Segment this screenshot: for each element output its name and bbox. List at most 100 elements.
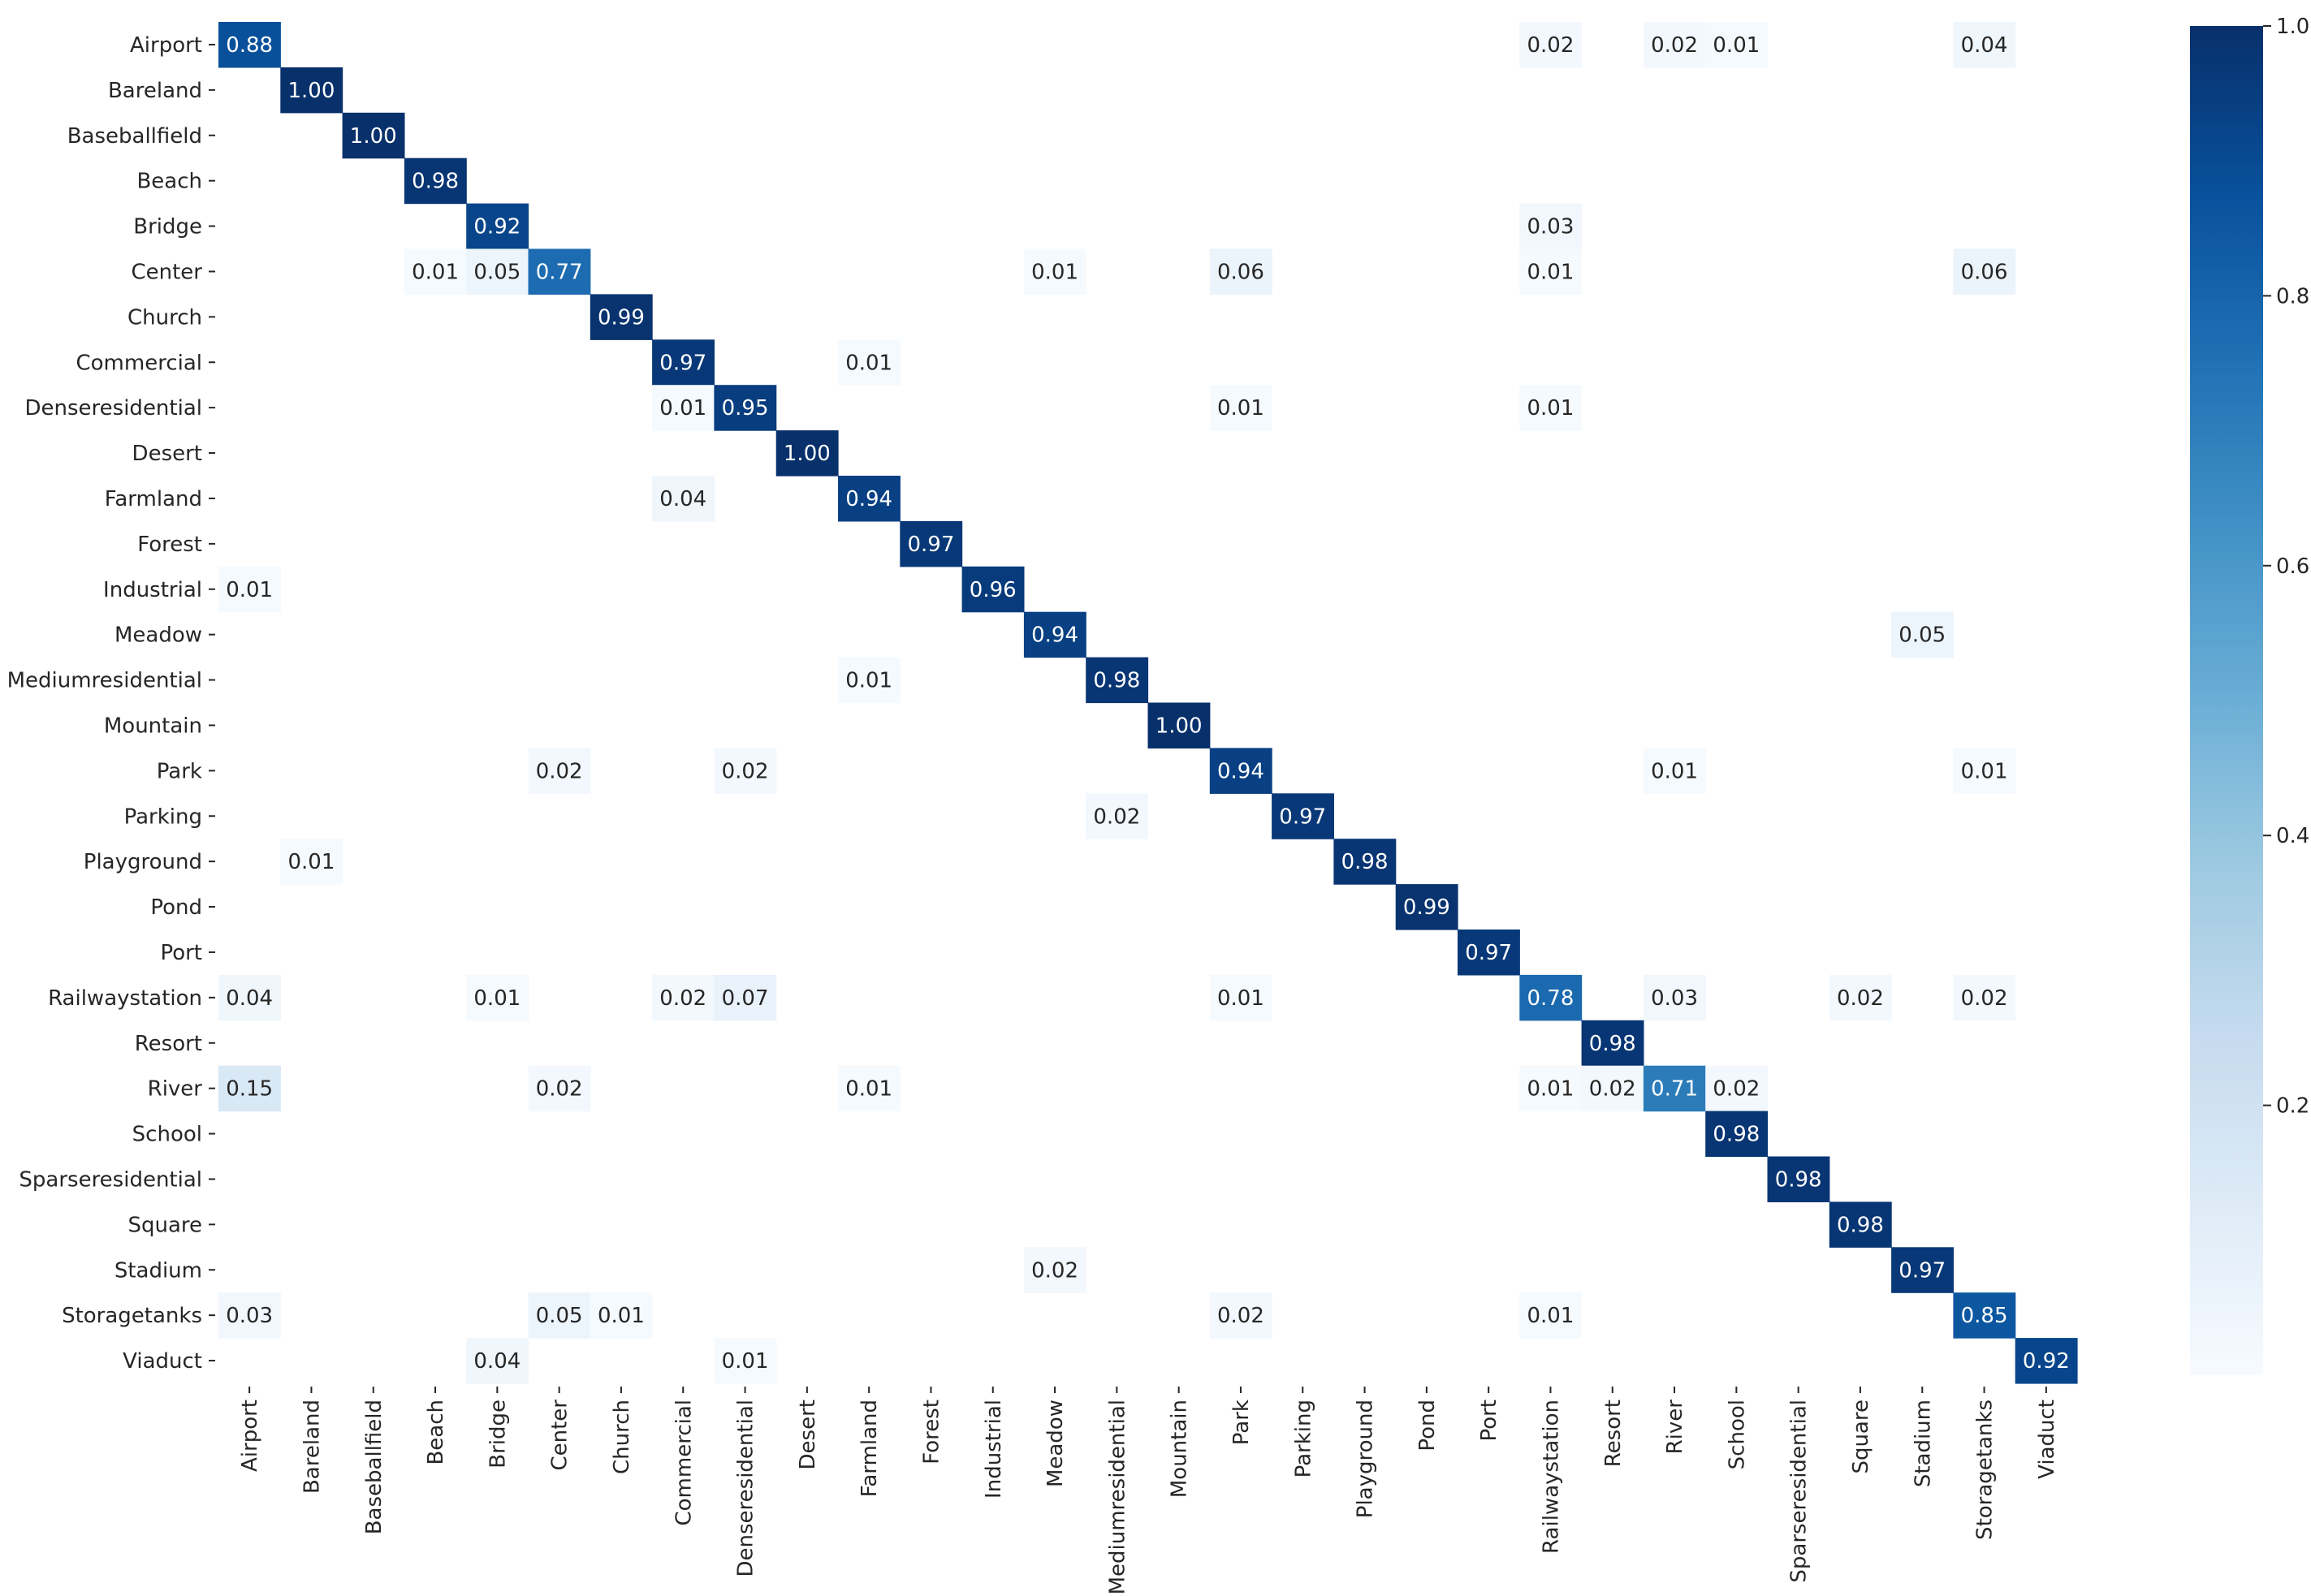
cell-value-label: 0.98: [1589, 1032, 1636, 1056]
cell-value-label: 0.04: [226, 986, 273, 1011]
cell-value-label: 0.02: [1527, 33, 1575, 58]
heatmap-cell: [838, 657, 901, 704]
cell-value-label: 0.99: [1403, 895, 1450, 920]
x-tick-label: Parking: [1291, 1400, 1315, 1477]
x-tick-label: Beach: [424, 1400, 448, 1465]
cell-value-label: 0.05: [536, 1304, 583, 1328]
heatmap-cell: [1333, 839, 1397, 885]
cell-value-label: 0.71: [1651, 1077, 1698, 1102]
heatmap-cell: [528, 1065, 591, 1112]
heatmap-cell: [1953, 22, 2016, 68]
heatmap-cell: [1829, 1201, 1892, 1248]
cell-value-label: 0.94: [1217, 759, 1264, 783]
heatmap-cell: [2015, 1338, 2078, 1384]
y-tick-label: Commercial: [76, 351, 202, 375]
x-tick-label: Denseresidential: [734, 1400, 758, 1577]
x-tick-label: Center: [548, 1400, 572, 1471]
y-tick-label: Playground: [84, 850, 202, 874]
y-tick-label: Park: [157, 759, 202, 783]
cell-value-label: 0.92: [473, 215, 521, 239]
cell-value-label: 0.99: [598, 305, 645, 330]
heatmap-cell: [1891, 1247, 1954, 1293]
colorbar-tick-label: 0.4: [2276, 824, 2309, 848]
heatmap-cell: [218, 22, 281, 68]
heatmap-cell: [1086, 793, 1149, 839]
cell-value-label: 0.98: [1775, 1167, 1822, 1192]
heatmap-cell: [961, 566, 1025, 613]
y-tick-label: Denseresidential: [25, 396, 202, 421]
heatmap-cell: [1086, 657, 1149, 704]
heatmap-cell: [1829, 974, 1892, 1021]
x-tick-label: Storagetanks: [1973, 1400, 1998, 1540]
cell-value-label: 0.98: [1837, 1213, 1884, 1237]
heatmap-cell: [1209, 248, 1272, 295]
cell-value-label: 0.02: [1589, 1077, 1636, 1102]
y-tick-label: Beach: [136, 170, 202, 194]
cell-value-label: 0.01: [845, 1077, 892, 1102]
heatmap-cell: [1519, 248, 1583, 295]
heatmap-cell: [1519, 385, 1583, 431]
y-tick-label: Church: [127, 305, 202, 330]
x-tick-label: Resort: [1601, 1400, 1626, 1467]
heatmap-cell: [714, 748, 777, 794]
heatmap-cell: [1519, 1065, 1583, 1112]
x-tick-label: Pond: [1415, 1400, 1440, 1451]
cell-value-label: 0.94: [845, 487, 892, 511]
heatmap-cell: [1643, 22, 1706, 68]
y-tick-label: Viaduct: [123, 1349, 202, 1374]
cell-value-label: 0.01: [845, 351, 892, 375]
y-tick-label: Pond: [150, 895, 202, 920]
cell-value-label: 0.02: [1031, 1258, 1078, 1283]
x-tick-label: Playground: [1354, 1400, 1378, 1518]
y-tick-label: Airport: [130, 33, 202, 58]
y-tick-label: Desert: [132, 442, 202, 466]
cell-value-label: 0.01: [412, 260, 459, 284]
y-tick-label: Baseballfield: [67, 124, 202, 149]
heatmap-cell: [1395, 884, 1458, 930]
cell-value-label: 0.98: [412, 170, 459, 194]
heatmap-cell: [1953, 974, 2016, 1021]
cell-value-label: 0.02: [1837, 986, 1884, 1011]
y-tick-label: Storagetanks: [62, 1304, 202, 1328]
x-tick-label: Bareland: [300, 1400, 324, 1494]
cell-value-label: 0.05: [1898, 623, 1946, 648]
heatmap-cell: [1705, 1065, 1769, 1112]
cell-value-label: 0.01: [1961, 759, 2008, 783]
x-tick-label: Railwaystation: [1539, 1400, 1563, 1554]
heatmap-cell: [466, 1338, 529, 1384]
cell-value-label: 0.77: [536, 260, 583, 284]
heatmap-cell: [1643, 974, 1706, 1021]
cell-value-label: 0.97: [1898, 1258, 1946, 1283]
cell-value-label: 0.02: [536, 759, 583, 783]
cell-value-label: 0.07: [722, 986, 769, 1011]
y-tick-label: Mediumresidential: [7, 669, 202, 693]
x-tick-label: Forest: [919, 1400, 944, 1464]
cell-value-label: 0.01: [598, 1304, 645, 1328]
y-tick-label: School: [132, 1123, 202, 1147]
cell-value-label: 0.97: [908, 533, 955, 557]
heatmap-cell: [280, 839, 343, 885]
x-tick-label: Mountain: [1168, 1400, 1192, 1498]
y-tick-label: Meadow: [114, 623, 202, 648]
heatmap-cell: [1023, 248, 1086, 295]
cell-value-label: 0.94: [1031, 623, 1078, 648]
y-tick-label: Forest: [137, 533, 202, 557]
heatmap-cell: [838, 476, 901, 522]
colorbar-tick-label: 0.6: [2276, 554, 2309, 579]
heatmap-cell: [1643, 1065, 1706, 1112]
y-tick-label: Center: [131, 260, 202, 284]
heatmap-cell: [838, 1065, 901, 1112]
heatmap-cell: [1953, 748, 2016, 794]
heatmap-cells: 0.88 0.02 0.02 0.01 0.04 1.00 1.00 0.98 0.92 0.03…: [218, 22, 2078, 1384]
heatmap-cell: [1705, 22, 1769, 68]
heatmap-cell: [1519, 203, 1583, 250]
cell-value-label: 0.02: [722, 759, 769, 783]
y-tick-label: Square: [127, 1213, 202, 1237]
cell-value-label: 0.78: [1527, 986, 1575, 1011]
heatmap-cell: [652, 339, 715, 386]
cell-value-label: 0.15: [226, 1077, 273, 1102]
x-tick-label: Airport: [238, 1400, 262, 1472]
cell-value-label: 0.03: [1651, 986, 1698, 1011]
heatmap-cell: [528, 248, 591, 295]
heatmap-cell: [1581, 1020, 1644, 1067]
